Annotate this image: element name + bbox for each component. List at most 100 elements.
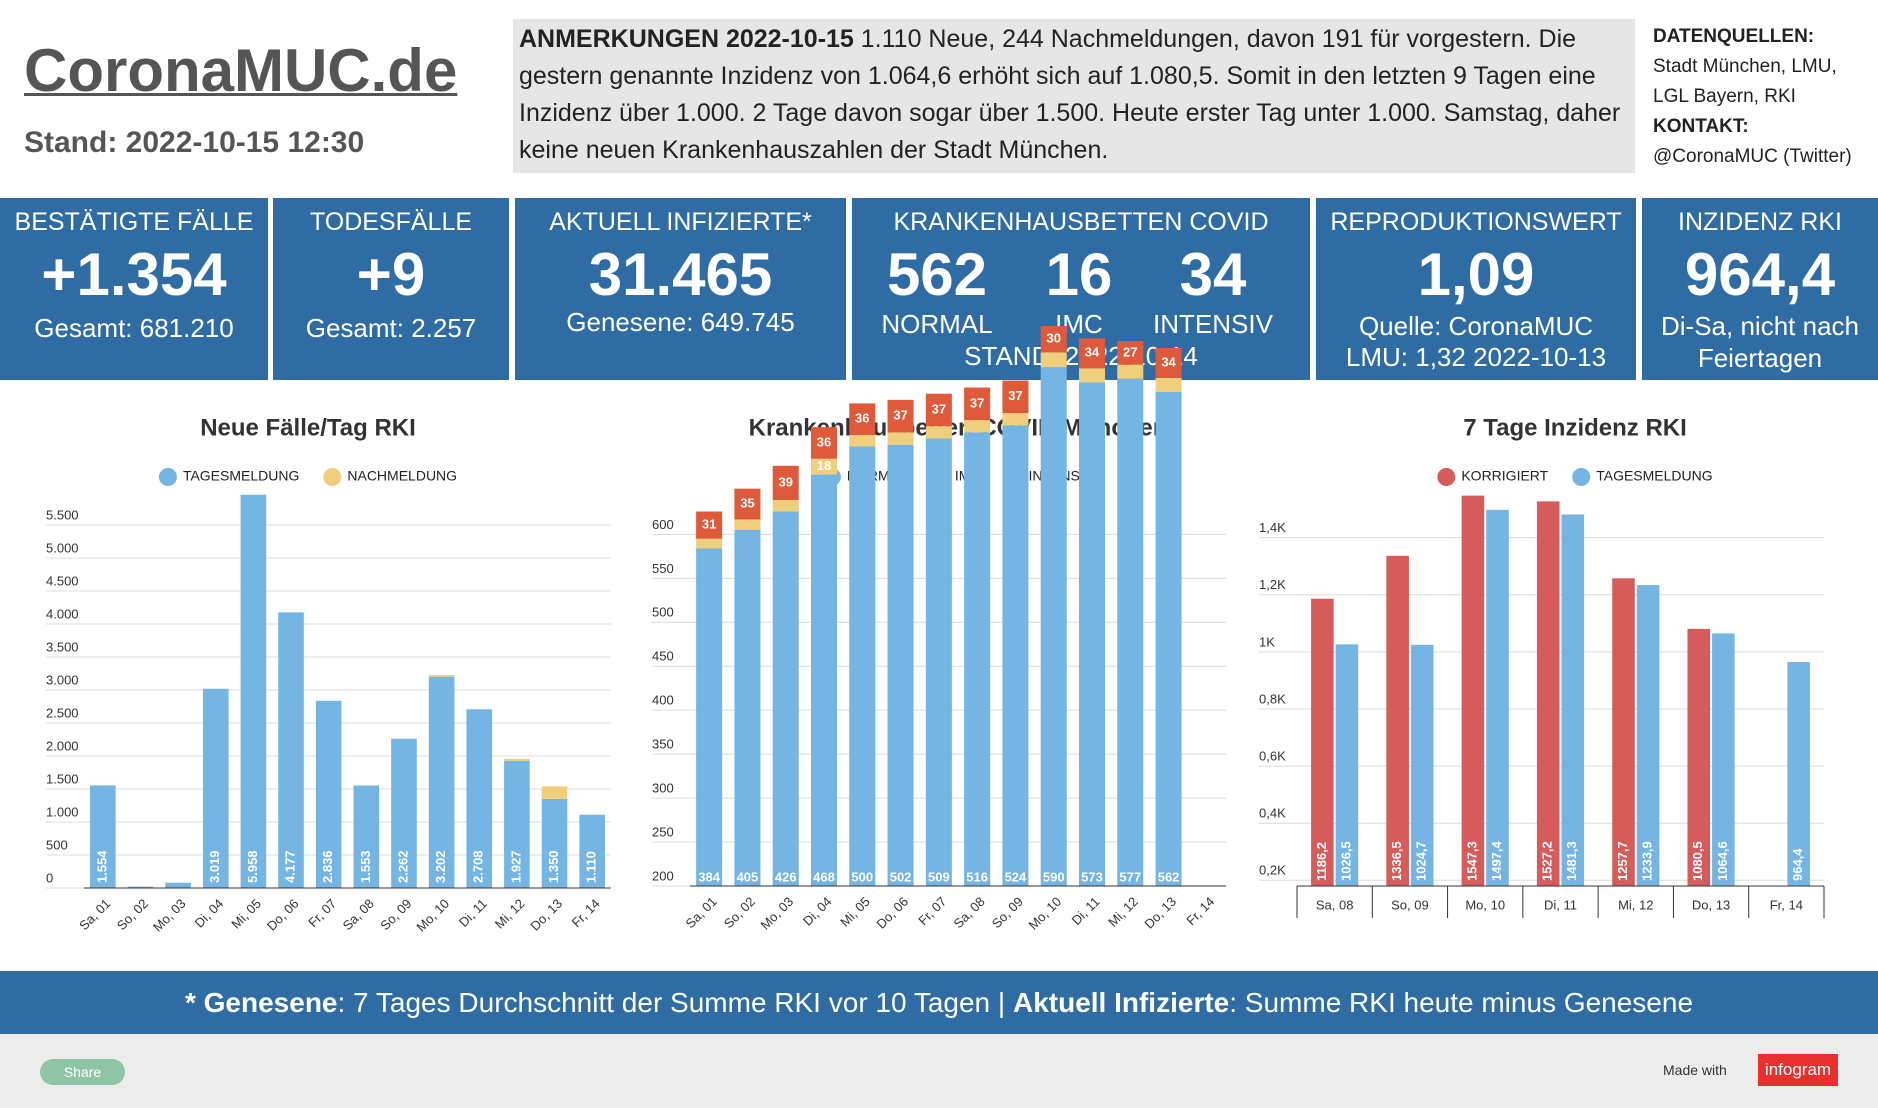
bar — [1155, 391, 1182, 886]
tile-heading: INZIDENZ RKI — [1678, 208, 1842, 236]
bar — [1561, 514, 1585, 886]
footer-text: : Summe RKI heute minus Genesene — [1229, 987, 1694, 1018]
tile-sub: Gesamt: 681.210 — [34, 313, 234, 343]
tile-heading: KRANKENHAUSBETTEN COVID — [893, 208, 1269, 236]
x-tick-label: Do, 13 — [527, 896, 565, 934]
y-tick-label: 0,6K — [1259, 749, 1286, 764]
tile-sub: LMU: 1,32 2022-10-13 — [1345, 342, 1607, 372]
bar — [1040, 367, 1067, 886]
y-tick-label: 5.000 — [46, 540, 79, 555]
data-label: 1064,6 — [1715, 841, 1730, 881]
data-label: 590 — [1043, 869, 1065, 884]
tile-value: +9 — [356, 241, 426, 308]
bar — [240, 494, 267, 888]
bar — [734, 519, 761, 530]
bar — [1002, 413, 1029, 426]
x-tick-label: Fr, 14 — [1183, 894, 1217, 928]
data-label: 36 — [855, 411, 869, 426]
y-tick-label: 1.000 — [46, 804, 79, 819]
tile-heading: REPRODUKTIONSWERT — [1330, 208, 1622, 236]
x-tick-label: Sa, 01 — [683, 894, 720, 931]
data-label: 34 — [1085, 345, 1100, 360]
x-tick-label: Mo, 10 — [413, 896, 452, 935]
tile-value: 34 — [1179, 241, 1247, 308]
data-label: 39 — [778, 474, 792, 489]
bar — [1687, 628, 1711, 886]
data-label: 1.110 — [584, 851, 599, 883]
data-label: 2.836 — [320, 850, 335, 883]
x-tick-label: So, 02 — [114, 896, 151, 933]
data-label: 577 — [1119, 869, 1141, 884]
tile-value: 1,09 — [1417, 241, 1535, 308]
data-label: 1233,9 — [1640, 841, 1655, 881]
notes: ANMERKUNGEN 2022-10-15 1.110 Neue, 244 N… — [513, 19, 1635, 173]
x-tick-label: Mi, 12 — [1105, 894, 1141, 930]
x-tick-label: Fr, 07 — [305, 896, 339, 930]
data-label: 524 — [1005, 869, 1027, 884]
legend-marker — [158, 468, 177, 486]
tile: BESTÄTIGTE FÄLLE +1.354 Gesamt: 681.210 — [0, 198, 268, 380]
tile: TODESFÄLLE +9 Gesamt: 2.257 — [273, 198, 509, 380]
bar — [1002, 380, 1029, 414]
bar — [1117, 364, 1144, 379]
y-tick-label: 1,4K — [1259, 520, 1286, 535]
data-label: 502 — [890, 869, 912, 884]
bar — [127, 886, 154, 888]
bar — [1536, 501, 1560, 886]
bar — [391, 738, 417, 888]
y-tick-label: 500 — [652, 605, 674, 620]
notes-text: 1.110 Neue, 244 Nachmeldungen, davon 191… — [519, 25, 1621, 164]
x-tick-label: Di, 04 — [800, 894, 835, 929]
x-tick-label: Fr, 14 — [1770, 897, 1803, 912]
x-tick-label: Mi, 05 — [228, 896, 264, 932]
bar — [772, 500, 799, 512]
bar — [810, 458, 838, 475]
share-button[interactable]: Share — [40, 1059, 125, 1085]
data-label: 1186,2 — [1314, 842, 1329, 881]
y-tick-label: 500 — [46, 837, 68, 852]
footer: * Genesene: 7 Tages Durchschnitt der Sum… — [0, 971, 1878, 1034]
bar — [1117, 340, 1144, 365]
made-with: Made with — [1663, 1062, 1727, 1078]
tile-value: 31.465 — [588, 241, 773, 308]
data-label: 3.019 — [207, 850, 222, 883]
data-label: 405 — [737, 869, 759, 884]
sources: DATENQUELLEN: Stadt München, LMU, LGL Ba… — [1653, 22, 1852, 172]
bar — [1787, 662, 1810, 886]
y-tick-label: 2.000 — [46, 738, 79, 753]
bar — [1386, 555, 1409, 886]
data-label: 35 — [740, 495, 754, 510]
data-label: 34 — [1161, 354, 1176, 369]
bar — [887, 444, 914, 886]
y-tick-label: 250 — [652, 824, 674, 839]
bar — [887, 399, 914, 433]
bar — [772, 511, 799, 886]
bar — [1486, 509, 1509, 886]
x-tick-label: Di, 04 — [192, 896, 227, 931]
y-tick-label: 350 — [652, 737, 674, 752]
tile-sub: Quelle: CoronaMUC — [1358, 311, 1594, 341]
x-tick-label: Do, 06 — [873, 894, 911, 932]
legend-marker — [323, 468, 342, 486]
bar — [1155, 348, 1182, 378]
legend-label: TAGESMELDUNG — [1596, 468, 1712, 484]
bar — [1612, 578, 1635, 886]
brand[interactable]: infogram — [1758, 1054, 1838, 1086]
bar — [165, 882, 191, 888]
x-tick-label: Do, 13 — [1141, 894, 1179, 932]
notes-heading: ANMERKUNGEN 2022-10-15 — [519, 25, 854, 53]
y-tick-label: 1.500 — [46, 771, 79, 786]
tile-value: +1.354 — [41, 241, 227, 308]
bar — [278, 612, 304, 888]
x-tick-label: Sa, 01 — [76, 896, 113, 933]
contact-heading: KONTAKT: — [1653, 116, 1749, 137]
bar — [1311, 598, 1334, 886]
legend-label: NACHMELDUNG — [347, 468, 457, 484]
bar — [734, 529, 761, 886]
bar — [810, 474, 838, 886]
data-label: 1.554 — [94, 850, 109, 883]
x-tick-label: Mi, 05 — [837, 894, 873, 930]
x-tick-label: Di, 11 — [1544, 897, 1577, 912]
bar — [734, 488, 761, 520]
data-label: 4.177 — [282, 850, 297, 883]
